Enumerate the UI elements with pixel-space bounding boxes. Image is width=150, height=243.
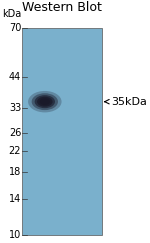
Text: 22: 22 (9, 146, 21, 156)
Text: 10: 10 (9, 230, 21, 240)
Text: 35kDa: 35kDa (105, 97, 147, 107)
Text: Western Blot: Western Blot (22, 1, 102, 14)
Ellipse shape (37, 97, 53, 107)
FancyBboxPatch shape (22, 28, 102, 235)
Ellipse shape (35, 95, 55, 108)
Text: 44: 44 (9, 72, 21, 82)
Text: 18: 18 (9, 167, 21, 177)
Text: 33: 33 (9, 103, 21, 113)
Ellipse shape (39, 98, 50, 105)
Text: kDa: kDa (2, 9, 21, 19)
Text: 14: 14 (9, 194, 21, 204)
Ellipse shape (28, 91, 62, 113)
Ellipse shape (32, 93, 58, 110)
Text: 26: 26 (9, 128, 21, 138)
Text: 70: 70 (9, 23, 21, 33)
